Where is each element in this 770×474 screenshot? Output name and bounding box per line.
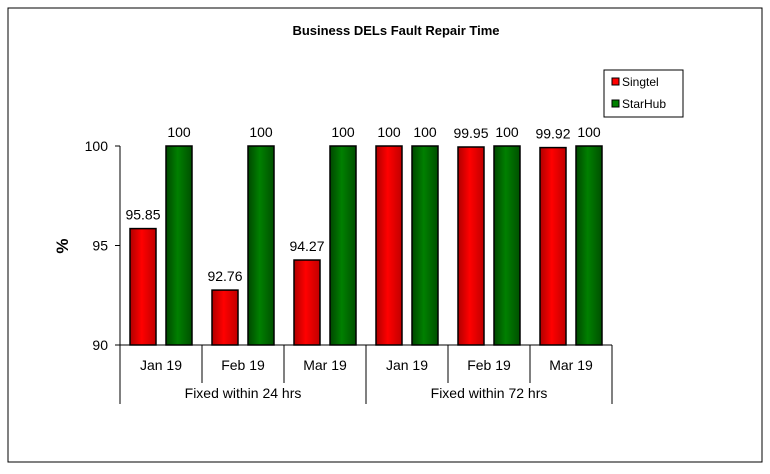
legend-label-singtel: Singtel (622, 75, 659, 89)
legend-swatch-starhub (611, 99, 620, 108)
bar-singtel (375, 145, 403, 346)
bar-starhub (575, 145, 603, 346)
y-tick-label: 90 (92, 337, 108, 353)
legend-label-starhub: StarHub (622, 97, 666, 111)
x-tick-label: Feb 19 (467, 357, 511, 373)
y-tick-label: 95 (92, 238, 108, 254)
group-label: Fixed within 24 hrs (185, 385, 302, 401)
bar-starhub (493, 145, 521, 346)
x-tick-label: Mar 19 (303, 357, 347, 373)
data-label: 100 (249, 124, 273, 140)
data-label: 99.92 (535, 126, 570, 142)
y-tick-label: 100 (85, 138, 109, 154)
bar-starhub (247, 145, 275, 346)
bar-starhub (329, 145, 357, 346)
bar-singtel (539, 146, 567, 346)
bar-starhub (411, 145, 439, 346)
chart-title: Business DELs Fault Repair Time (292, 23, 499, 38)
bar-singtel (457, 146, 485, 346)
data-label: 100 (413, 124, 437, 140)
data-label: 99.95 (453, 125, 488, 141)
data-label: 92.76 (207, 268, 242, 284)
x-tick-label: Jan 19 (386, 357, 428, 373)
x-tick-label: Feb 19 (221, 357, 265, 373)
x-tick-label: Mar 19 (549, 357, 593, 373)
bar-singtel (129, 227, 157, 346)
bar-starhub (165, 145, 193, 346)
data-label: 100 (377, 124, 401, 140)
data-label: 95.85 (125, 207, 160, 223)
legend-swatch-singtel (611, 77, 620, 86)
x-tick-label: Jan 19 (140, 357, 182, 373)
data-label: 100 (495, 124, 519, 140)
data-label: 100 (577, 124, 601, 140)
data-label: 94.27 (289, 238, 324, 254)
legend: Singtel StarHub (603, 69, 684, 118)
bar-singtel (293, 259, 321, 346)
y-axis-label: % (53, 238, 72, 253)
data-label: 100 (331, 124, 355, 140)
group-label: Fixed within 72 hrs (431, 385, 548, 401)
bar-singtel (211, 289, 239, 346)
data-label: 100 (167, 124, 191, 140)
